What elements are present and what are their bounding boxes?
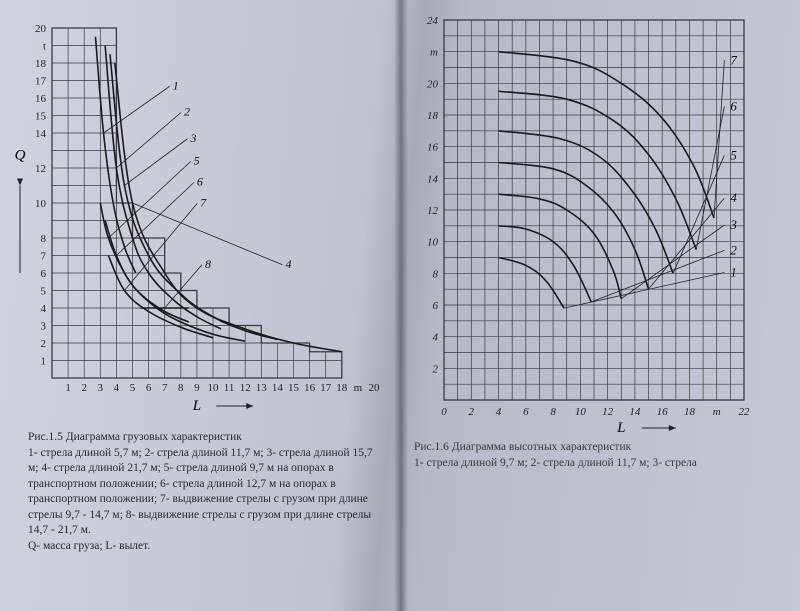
svg-text:t: t <box>43 41 46 53</box>
svg-text:4: 4 <box>496 406 502 418</box>
right-caption-title: Рис.1.6 Диаграмма высотных характеристик <box>414 441 631 453</box>
svg-text:10: 10 <box>575 406 587 418</box>
svg-text:17: 17 <box>320 382 332 394</box>
svg-text:3: 3 <box>729 217 737 232</box>
svg-text:11: 11 <box>224 382 235 394</box>
left-page: QL123456789101112131415161718m2012345678… <box>0 0 400 611</box>
svg-text:14: 14 <box>629 406 641 418</box>
svg-text:2: 2 <box>730 242 737 257</box>
svg-text:15: 15 <box>288 382 300 394</box>
height-diagram-chart: 024681012141618m222468101214161820m24L12… <box>400 0 800 440</box>
left-caption-body: 1- стрела длиной 5,7 м; 2- стрела длиной… <box>28 447 373 537</box>
svg-text:4: 4 <box>433 332 439 344</box>
svg-text:17: 17 <box>35 76 47 88</box>
svg-text:18: 18 <box>336 382 348 394</box>
svg-text:10: 10 <box>208 382 220 394</box>
svg-text:4: 4 <box>114 382 120 394</box>
svg-text:5: 5 <box>730 147 737 162</box>
svg-text:18: 18 <box>684 406 696 418</box>
svg-text:16: 16 <box>427 142 439 154</box>
svg-text:18: 18 <box>427 110 439 122</box>
left-caption-title: Рис.1.5 Диаграмма грузовых характеристик <box>28 431 242 443</box>
svg-text:m: m <box>713 406 721 418</box>
svg-text:3: 3 <box>41 321 47 333</box>
svg-text:12: 12 <box>35 163 46 175</box>
svg-text:8: 8 <box>205 257 211 271</box>
svg-text:12: 12 <box>602 406 614 418</box>
svg-text:14: 14 <box>427 173 439 185</box>
svg-text:20: 20 <box>427 78 439 90</box>
svg-text:12: 12 <box>427 205 439 217</box>
svg-text:8: 8 <box>41 233 47 245</box>
svg-text:m: m <box>354 382 363 394</box>
svg-text:4: 4 <box>730 190 737 205</box>
svg-text:16: 16 <box>35 93 47 105</box>
svg-text:2: 2 <box>469 406 475 418</box>
svg-text:24: 24 <box>427 15 439 27</box>
svg-text:2: 2 <box>184 105 190 119</box>
svg-text:15: 15 <box>35 111 47 123</box>
svg-text:7: 7 <box>200 196 207 210</box>
svg-text:2: 2 <box>41 338 47 350</box>
svg-text:14: 14 <box>35 128 47 140</box>
svg-text:7: 7 <box>162 382 168 394</box>
svg-text:4: 4 <box>41 303 47 315</box>
svg-text:1: 1 <box>65 382 71 394</box>
svg-text:L: L <box>616 420 625 436</box>
left-caption-footnote: Q- масса груза; L- вылет. <box>28 540 150 552</box>
right-page: 024681012141618m222468101214161820m24L12… <box>400 0 800 611</box>
svg-text:7: 7 <box>41 251 47 263</box>
svg-text:10: 10 <box>35 198 47 210</box>
left-caption: Рис.1.5 Диаграмма грузовых характеристик… <box>0 430 400 554</box>
svg-text:1: 1 <box>41 356 47 368</box>
svg-text:6: 6 <box>523 406 529 418</box>
svg-text:9: 9 <box>194 382 200 394</box>
svg-text:2: 2 <box>433 363 439 375</box>
svg-text:3: 3 <box>189 131 196 145</box>
svg-text:14: 14 <box>272 382 284 394</box>
svg-text:16: 16 <box>657 406 669 418</box>
svg-text:5: 5 <box>41 286 47 298</box>
svg-text:5: 5 <box>194 154 200 168</box>
svg-text:6: 6 <box>41 268 47 280</box>
svg-text:22: 22 <box>739 406 751 418</box>
svg-text:5: 5 <box>130 382 136 394</box>
svg-text:3: 3 <box>98 382 104 394</box>
svg-text:1: 1 <box>730 265 737 280</box>
svg-text:m: m <box>430 47 438 59</box>
svg-text:0: 0 <box>441 406 447 418</box>
svg-text:16: 16 <box>304 382 316 394</box>
svg-text:6: 6 <box>146 382 152 394</box>
svg-text:20: 20 <box>35 23 47 35</box>
svg-text:6: 6 <box>433 300 439 312</box>
svg-text:18: 18 <box>35 58 47 70</box>
svg-text:8: 8 <box>433 268 439 280</box>
right-caption-body: 1- стрела длиной 9,7 м; 2- стрела длиной… <box>414 457 697 469</box>
load-diagram-chart: QL123456789101112131415161718m2012345678… <box>0 0 400 430</box>
svg-text:2: 2 <box>81 382 87 394</box>
svg-text:Q: Q <box>15 147 26 163</box>
svg-text:1: 1 <box>173 78 179 92</box>
svg-text:12: 12 <box>240 382 251 394</box>
svg-text:20: 20 <box>369 382 381 394</box>
svg-text:7: 7 <box>730 52 737 67</box>
right-caption: Рис.1.6 Диаграмма высотных характеристик… <box>400 440 800 471</box>
svg-text:6: 6 <box>197 175 203 189</box>
svg-text:8: 8 <box>550 406 556 418</box>
svg-text:10: 10 <box>427 237 439 249</box>
svg-text:L: L <box>192 398 201 414</box>
svg-text:13: 13 <box>256 382 268 394</box>
svg-text:6: 6 <box>730 98 737 113</box>
svg-text:8: 8 <box>178 382 184 394</box>
svg-text:4: 4 <box>285 257 291 271</box>
